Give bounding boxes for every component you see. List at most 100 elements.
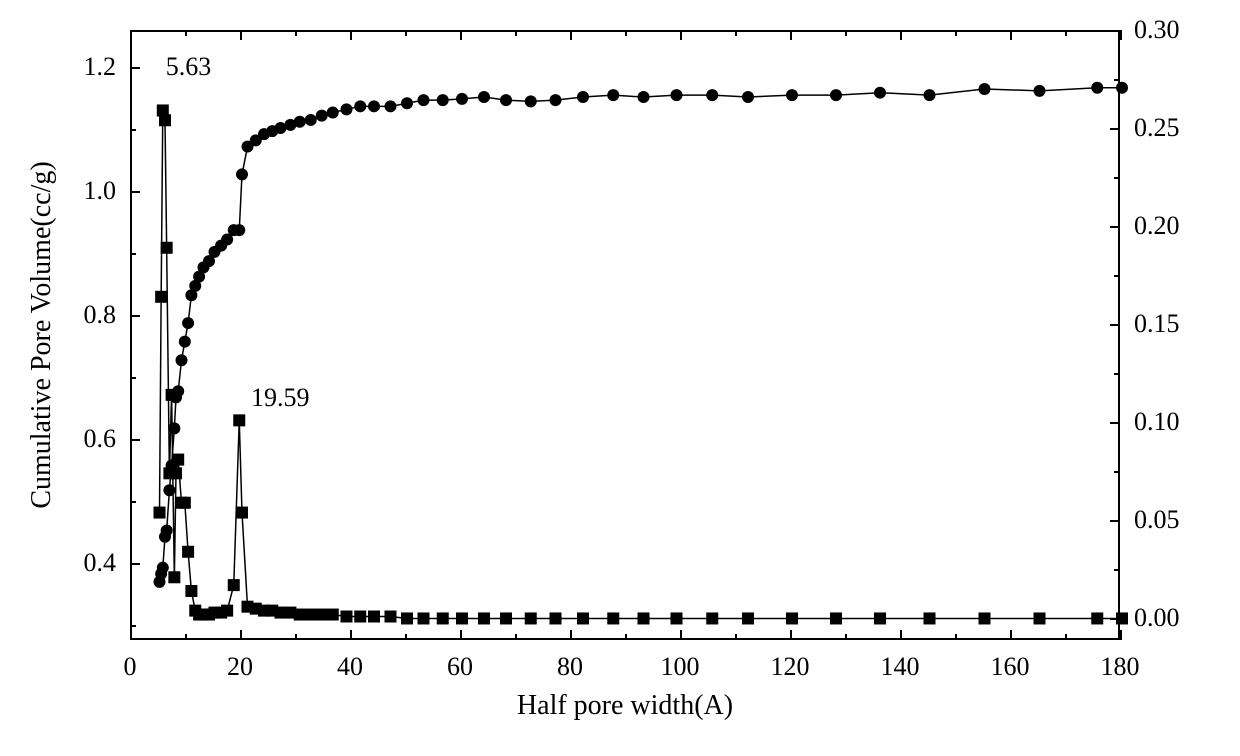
cumulative-marker (874, 87, 886, 99)
x-minor-tick-top (405, 30, 407, 36)
y-right-tick-label: 0.10 (1134, 407, 1180, 437)
x-minor-tick-top (295, 30, 297, 36)
cumulative-marker (500, 94, 512, 106)
cumulative-marker (305, 114, 317, 126)
x-tick (790, 630, 792, 640)
y-right-minor-tick (1114, 79, 1120, 81)
y-left-tick-label: 1.2 (84, 52, 117, 82)
y-right-tick-label: 0.00 (1134, 603, 1180, 633)
cumulative-marker (316, 110, 328, 122)
dv-marker (182, 546, 194, 558)
x-tick-top (680, 30, 682, 40)
x-tick (1120, 630, 1122, 640)
cumulative-marker (706, 89, 718, 101)
dv-marker (179, 497, 191, 509)
x-tick-label: 100 (661, 652, 700, 682)
x-minor-tick (185, 634, 187, 640)
pore-distribution-chart: 0204060801001201401601800.40.60.81.01.20… (0, 0, 1240, 756)
x-minor-tick-top (955, 30, 957, 36)
dv-marker (236, 507, 248, 519)
cumulative-marker (1091, 82, 1103, 94)
cumulative-marker (179, 336, 191, 348)
dv-marker (418, 612, 430, 624)
cumulative-marker (161, 525, 173, 537)
dv-marker (742, 612, 754, 624)
dv-marker (294, 609, 306, 621)
x-tick (1010, 630, 1012, 640)
cumulative-marker (577, 91, 589, 103)
y-left-tick-label: 1.0 (84, 176, 117, 206)
y-right-tick (1110, 30, 1120, 32)
x-minor-tick-top (185, 30, 187, 36)
y-left-tick (130, 191, 140, 193)
x-tick-label: 0 (124, 652, 137, 682)
cumulative-marker (401, 97, 413, 109)
x-minor-tick (515, 634, 517, 640)
x-minor-tick-top (515, 30, 517, 36)
y-right-tick-label: 0.30 (1134, 15, 1180, 45)
x-tick-top (790, 30, 792, 40)
cumulative-marker (327, 107, 339, 119)
y-left-tick (130, 439, 140, 441)
cumulative-marker (671, 89, 683, 101)
y-left-tick (130, 563, 140, 565)
dv-marker (305, 609, 317, 621)
dv-marker (166, 389, 178, 401)
y-right-minor-tick (1114, 373, 1120, 375)
dv-marker (456, 612, 468, 624)
dv-marker (172, 454, 184, 466)
dv-marker (830, 612, 842, 624)
x-tick-top (1010, 30, 1012, 40)
x-minor-tick (625, 634, 627, 640)
x-tick-label: 160 (991, 652, 1030, 682)
dv-marker (155, 291, 167, 303)
x-tick-top (1120, 30, 1122, 40)
cumulative-marker (233, 224, 245, 236)
dv-marker (786, 612, 798, 624)
dv-marker (368, 611, 380, 623)
y-right-tick-label: 0.05 (1134, 505, 1180, 535)
dv-marker (401, 612, 413, 624)
y-right-tick (1110, 128, 1120, 130)
x-tick-top (350, 30, 352, 40)
y-left-axis-label: Cumulative Pore Volume(cc/g) (26, 161, 58, 508)
dv-marker (221, 605, 233, 617)
cumulative-marker (478, 91, 490, 103)
cumulative-marker (456, 93, 468, 105)
cumulative-marker (176, 354, 188, 366)
cumulative-marker (182, 317, 194, 329)
cumulative-marker (830, 89, 842, 101)
cumulative-line (160, 88, 1123, 582)
dv-marker (1034, 612, 1046, 624)
dv-marker (500, 612, 512, 624)
cumulative-marker (924, 89, 936, 101)
dv-marker (316, 609, 328, 621)
dv-marker (161, 242, 173, 254)
dv-marker (1091, 612, 1103, 624)
cumulative-marker (786, 89, 798, 101)
y-right-tick (1110, 324, 1120, 326)
y-right-tick-label: 0.20 (1134, 211, 1180, 241)
y-left-tick-label: 0.6 (84, 424, 117, 454)
x-minor-tick-top (625, 30, 627, 36)
x-tick-label: 120 (771, 652, 810, 682)
cumulative-marker (354, 100, 366, 112)
x-minor-tick (295, 634, 297, 640)
dv-marker (341, 611, 353, 623)
x-tick-label: 80 (557, 652, 583, 682)
y-right-tick-label: 0.15 (1134, 309, 1180, 339)
cumulative-marker (550, 94, 562, 106)
cumulative-marker (418, 94, 430, 106)
x-tick-label: 180 (1101, 652, 1140, 682)
cumulative-marker (1116, 82, 1128, 94)
annotation-label: 19.59 (251, 383, 310, 413)
y-right-tick (1110, 226, 1120, 228)
y-left-minor-tick (130, 377, 136, 379)
x-tick-label: 60 (447, 652, 473, 682)
y-left-tick-label: 0.8 (84, 300, 117, 330)
y-right-minor-tick (1114, 569, 1120, 571)
y-left-minor-tick (130, 129, 136, 131)
y-left-tick-label: 0.4 (84, 548, 117, 578)
dv-marker (159, 114, 171, 126)
x-tick-top (130, 30, 132, 40)
